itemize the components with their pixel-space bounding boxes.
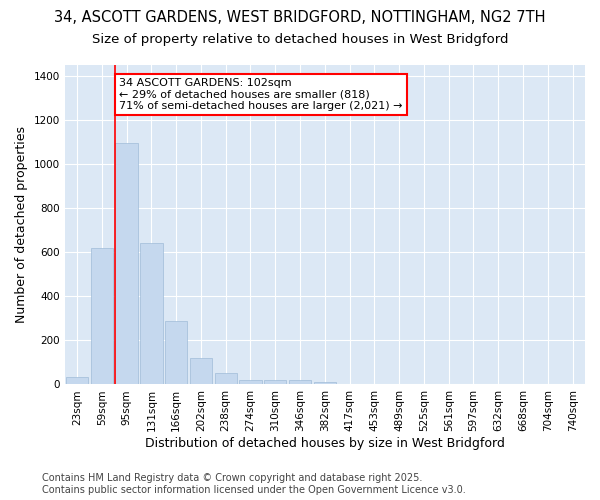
Bar — [91, 248, 113, 384]
Bar — [140, 244, 163, 384]
Text: 34 ASCOTT GARDENS: 102sqm
← 29% of detached houses are smaller (818)
71% of semi: 34 ASCOTT GARDENS: 102sqm ← 29% of detac… — [119, 78, 403, 112]
X-axis label: Distribution of detached houses by size in West Bridgford: Distribution of detached houses by size … — [145, 437, 505, 450]
Bar — [215, 374, 237, 384]
Y-axis label: Number of detached properties: Number of detached properties — [15, 126, 28, 323]
Bar — [289, 380, 311, 384]
Bar — [239, 380, 262, 384]
Bar — [264, 380, 286, 384]
Bar — [165, 320, 187, 384]
Bar — [66, 376, 88, 384]
Bar — [314, 382, 336, 384]
Bar — [115, 143, 138, 384]
Text: Contains HM Land Registry data © Crown copyright and database right 2025.
Contai: Contains HM Land Registry data © Crown c… — [42, 474, 466, 495]
Text: Size of property relative to detached houses in West Bridgford: Size of property relative to detached ho… — [92, 32, 508, 46]
Bar — [190, 358, 212, 384]
Text: 34, ASCOTT GARDENS, WEST BRIDGFORD, NOTTINGHAM, NG2 7TH: 34, ASCOTT GARDENS, WEST BRIDGFORD, NOTT… — [54, 10, 546, 25]
